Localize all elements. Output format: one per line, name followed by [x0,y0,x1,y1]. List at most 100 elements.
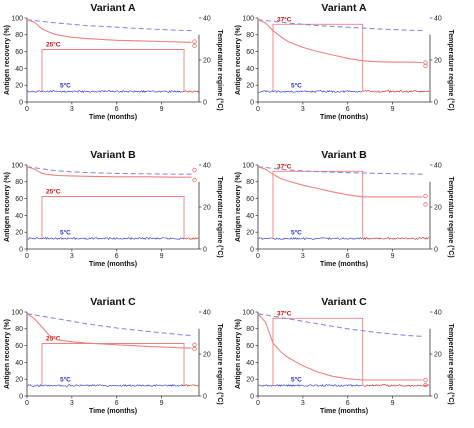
y-tick-label: 60 [15,196,23,203]
temperature-regime-box [41,49,185,92]
temperature-trace-end [183,90,199,93]
y-tick-label: 60 [246,49,254,56]
data-point-marker [192,346,197,352]
y-tick-label: 0 [250,246,254,253]
temperature-trace-end [362,237,430,240]
y-tick-label: 60 [15,343,23,350]
regime-temperature-label: 25°C [46,335,61,343]
y2-tick-label: 40 [203,15,211,22]
y-tick-label: 40 [15,360,23,367]
y2-tick-label: 0 [203,99,207,106]
y-axis-title: Antigen recovery (%) [235,172,242,242]
y-axis-title: Antigen recovery (%) [4,25,11,95]
series-line-reference [26,313,192,337]
x-tick-label: 3 [301,400,305,407]
data-point-marker [423,382,428,388]
y2-tick-label: 20 [434,351,442,358]
chart-title: Variant C [90,296,136,308]
data-point-marker [423,202,428,207]
temperature-trace-end [362,384,430,387]
y2-axis-title: Temperature regime (°C) [447,176,455,257]
y2-tick-label: 20 [434,57,442,64]
y-tick-label: 20 [246,83,254,90]
temperature-regime-box [41,196,185,239]
low-temperature-label: 5°C [291,376,302,384]
y2-tick-label: 20 [203,351,211,358]
x-tick-label: 9 [391,400,395,407]
y2-axis-title: Temperature regime (°C) [447,29,455,110]
chart-title: Variant C [321,296,367,308]
regime-temperature-label: 37°C [277,162,292,170]
chart-panel-1: Variant A 0 20 40 60 80 100 0 20 40 0 3 6 9 Time (mont… [4,2,224,121]
temperature-trace-5c [27,237,185,241]
temperature-trace-end [362,90,430,94]
x-tick-label: 6 [346,400,350,407]
chart-panel-2: Variant A 0 20 40 60 80 100 0 20 40 0 3 6 9 Time (mont… [235,2,455,121]
regime-temperature-label: 25°C [46,188,61,196]
y-tick-label: 40 [15,66,23,73]
series-line-reference [257,19,423,32]
y2-tick-label: 0 [434,393,438,400]
x-tick-label: 9 [160,106,164,113]
y-tick-label: 40 [246,213,254,220]
y2-tick-label: 40 [434,309,442,316]
x-tick-label: 3 [301,253,305,260]
y-axis-title: Antigen recovery (%) [235,25,242,95]
y-tick-label: 100 [242,15,254,22]
y-tick-label: 80 [15,32,23,39]
series-line-reference [26,19,192,32]
y-tick-label: 60 [246,343,254,350]
chart-title: Variant B [321,149,367,161]
data-point-marker [423,377,428,383]
x-tick-label: 0 [25,400,29,407]
data-point-marker [192,43,197,48]
y2-tick-label: 40 [203,309,211,316]
low-temperature-label: 5°C [60,376,71,384]
data-point-marker [423,63,428,69]
y2-axis-title: Temperature regime (°C) [216,323,224,404]
y-tick-label: 0 [250,393,254,400]
y2-axis-title: Temperature regime (°C) [216,176,224,257]
x-tick-label: 6 [346,106,350,113]
y2-tick-label: 0 [203,246,207,253]
temperature-regime-box [272,317,364,386]
x-tick-label: 0 [256,253,260,260]
x-tick-label: 6 [346,253,350,260]
series-line-recovery [26,166,192,178]
temperature-trace-end [183,384,199,387]
y-tick-label: 40 [246,66,254,73]
y-tick-label: 100 [11,15,23,22]
x-tick-label: 3 [70,400,74,407]
y-tick-label: 100 [242,309,254,316]
y-tick-label: 20 [15,83,23,90]
y-tick-label: 0 [19,246,23,253]
series-line-recovery [257,166,423,198]
chart-panel-6: Variant C 0 20 40 60 80 100 0 20 40 0 3 6 9 Time (mont… [235,296,455,415]
x-tick-label: 9 [391,253,395,260]
y-tick-label: 80 [15,326,23,333]
y2-axis-title: Temperature regime (°C) [216,29,224,110]
x-axis-title: Time (months) [320,114,368,121]
x-tick-label: 0 [256,106,260,113]
x-axis-title: Time (months) [320,408,368,415]
y-tick-label: 20 [246,230,254,237]
temperature-trace-5c [27,383,184,388]
chart-panel-4: Variant B 0 20 40 60 80 100 0 20 40 0 3 6 9 Time (mont… [235,149,455,268]
temperature-trace-5c [258,237,363,240]
chart-title: Variant A [90,2,136,14]
y2-tick-label: 0 [203,393,207,400]
x-axis-title: Time (months) [89,261,137,268]
series-line-recovery [26,19,192,43]
chart-title: Variant A [321,2,367,14]
low-temperature-label: 5°C [60,82,71,90]
y-tick-label: 100 [11,162,23,169]
y2-tick-label: 0 [434,99,438,106]
y-tick-label: 20 [15,377,23,384]
series-line-recovery [257,313,423,381]
x-tick-label: 9 [160,400,164,407]
chart-panel-3: Variant B 0 20 40 60 80 100 0 20 40 0 3 6 9 Time (mont… [4,149,224,268]
y-tick-label: 20 [246,377,254,384]
data-point-marker [192,39,197,44]
series-line-recovery [26,313,192,349]
